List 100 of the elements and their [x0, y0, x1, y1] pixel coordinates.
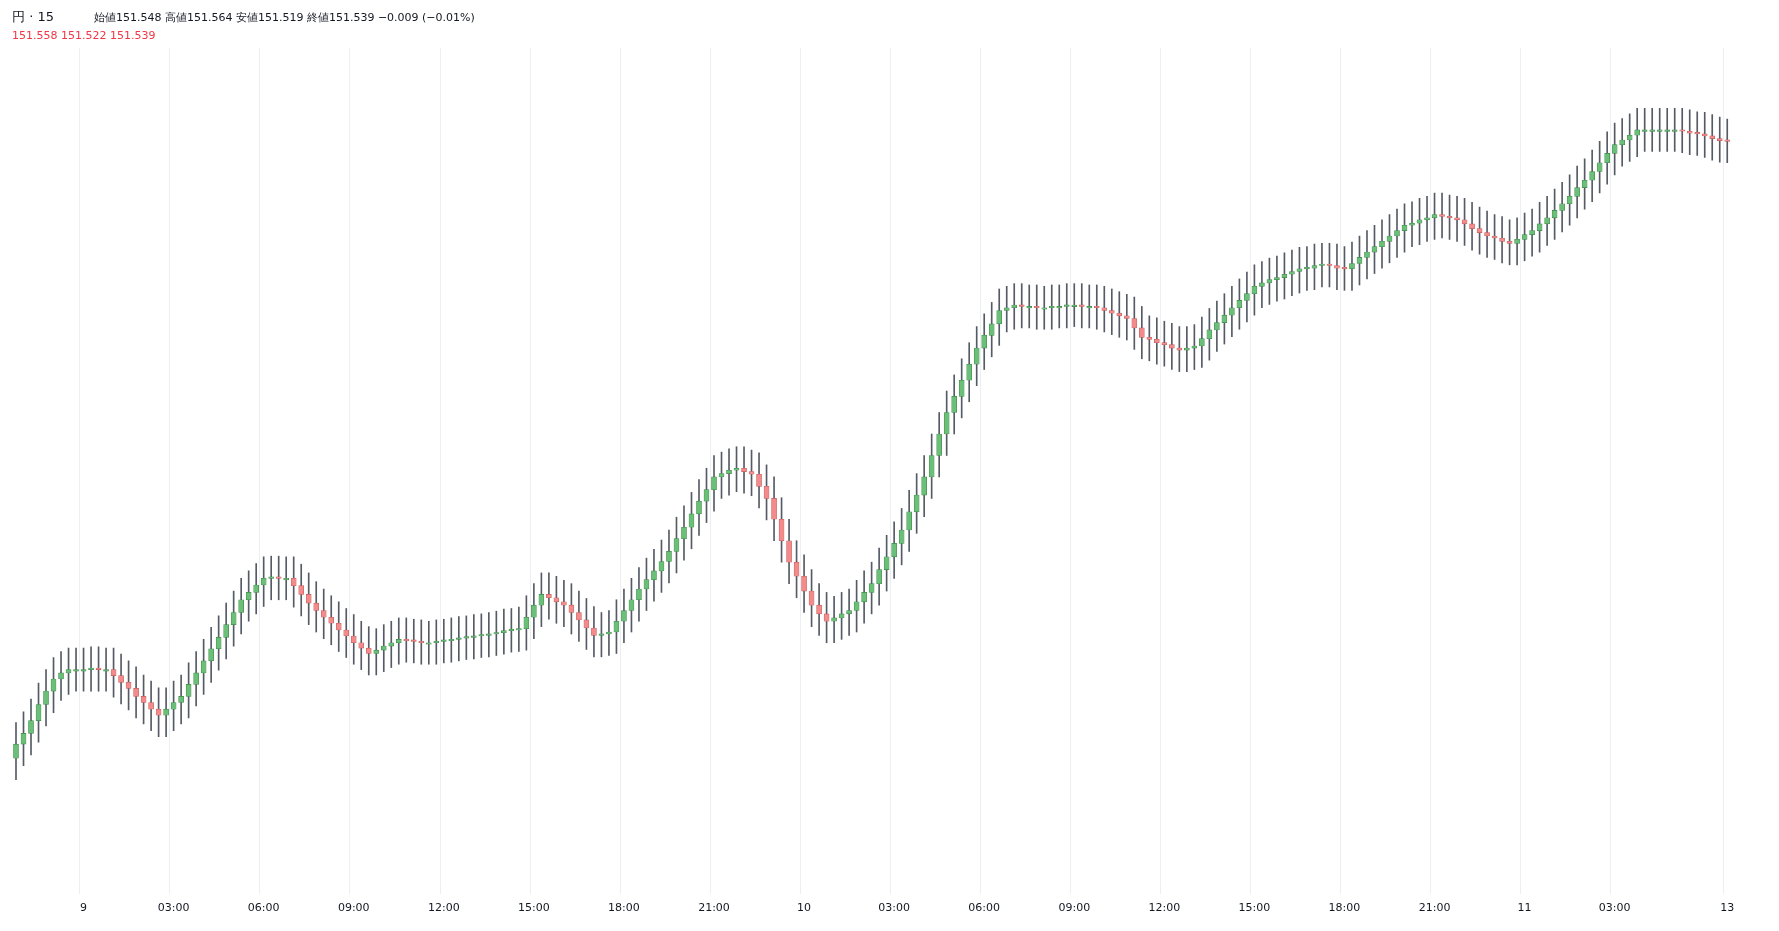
- candlestick: [118, 653, 124, 705]
- candlestick: [861, 570, 867, 624]
- candlestick: [245, 570, 252, 622]
- x-tick-label: 9: [80, 901, 88, 915]
- candlestick: [88, 646, 94, 692]
- candlestick: [253, 563, 260, 615]
- x-tick-label: 10: [797, 901, 812, 915]
- candlestick: [1184, 326, 1190, 372]
- x-tick-label: 21:00: [1418, 901, 1451, 915]
- candlestick: [576, 590, 582, 642]
- x-tick-label: 09:00: [1058, 901, 1091, 915]
- candlestick: [1071, 283, 1078, 327]
- candlestick: [1574, 165, 1580, 219]
- x-tick-label: 06:00: [968, 901, 1001, 915]
- candlestick: [1671, 108, 1678, 152]
- candlestick: [103, 647, 109, 692]
- x-tick-label: 21:00: [698, 901, 730, 915]
- candlestick: [1664, 108, 1671, 152]
- x-tick-label: 03:00: [1598, 901, 1631, 915]
- candlestick: [1102, 285, 1107, 333]
- candlestick: [463, 615, 470, 660]
- candlestick: [343, 608, 350, 658]
- candlestick: [1056, 284, 1063, 329]
- candlestick: [73, 647, 79, 692]
- candlestick: [1439, 192, 1445, 239]
- x-tick-label: 03:00: [157, 901, 190, 915]
- candlestick: [1093, 284, 1100, 330]
- x-tick-label: 13: [1720, 901, 1735, 915]
- x-tick-label: 11: [1517, 901, 1532, 915]
- candlestick: [358, 620, 365, 670]
- candlestick: [1544, 196, 1550, 246]
- candlestick: [1514, 217, 1520, 266]
- candlestick: [1634, 108, 1641, 158]
- candlestick: [696, 479, 702, 536]
- candlestick: [516, 606, 522, 652]
- x-tick-label: 09:00: [337, 901, 370, 915]
- candlestick: [1116, 291, 1123, 338]
- candlestick: [410, 618, 417, 664]
- candlestick: [1003, 285, 1010, 333]
- candlestick: [1454, 196, 1460, 242]
- candlestick: [388, 620, 395, 668]
- x-tick-label: 12:00: [427, 901, 460, 915]
- candlestick: [1724, 118, 1731, 164]
- candlestick: [561, 579, 567, 627]
- candlestick: [1011, 283, 1018, 330]
- candlestick: [1048, 284, 1055, 330]
- candlestick: [425, 620, 432, 665]
- candlestick: [1304, 246, 1310, 291]
- candlestick: [13, 722, 19, 781]
- candlestick: [1033, 284, 1040, 330]
- candlestick: [1086, 284, 1093, 329]
- text: 151.558 151.522 151.539: [12, 28, 156, 42]
- candlestick: [260, 556, 267, 607]
- candlestick: [591, 606, 597, 658]
- x-tick-label: 03:00: [878, 901, 910, 915]
- candlestick: [1042, 285, 1047, 330]
- candlestick: [1018, 283, 1025, 329]
- candlestick: [313, 581, 320, 633]
- candlestick: [1349, 241, 1355, 291]
- candlestick: [58, 651, 64, 701]
- candlestick: [1656, 108, 1663, 152]
- candlestick: [988, 302, 995, 358]
- candlestick: [1679, 108, 1686, 154]
- candlestick: [636, 567, 642, 622]
- candlestick: [1154, 317, 1160, 365]
- candlestick: [1641, 108, 1648, 152]
- candlestick: [1424, 196, 1430, 242]
- candlestick: [1649, 108, 1656, 152]
- candlestick: [208, 626, 214, 683]
- candlestick: [501, 608, 507, 655]
- candlestick: [1529, 208, 1535, 257]
- candlestick: [1694, 111, 1701, 156]
- candlestick: [373, 628, 380, 676]
- candlestick: [471, 614, 477, 660]
- candlestick: [741, 446, 747, 494]
- candlestick: [43, 669, 49, 727]
- chart-title: 円 · 15: [12, 9, 54, 25]
- candlestick: [268, 555, 275, 601]
- candlestick: [1604, 131, 1610, 185]
- candlestick: [440, 618, 447, 664]
- candlestick: [178, 674, 184, 725]
- candlestick: [320, 588, 327, 640]
- candlestick: [1244, 271, 1250, 323]
- candlestick: [455, 616, 462, 662]
- candlestick: [1199, 316, 1205, 368]
- candlestick: [380, 624, 387, 672]
- x-tick-label: 15:00: [1238, 901, 1271, 915]
- candlestick: [1026, 284, 1033, 329]
- candlestick: [546, 572, 552, 620]
- candlestick: [290, 556, 297, 608]
- candlestick: [1259, 261, 1265, 309]
- candlestick: [163, 687, 169, 738]
- candlestick: [283, 556, 290, 601]
- candlestick: [606, 610, 612, 656]
- candlestick: [816, 583, 822, 636]
- candlestick: [846, 588, 852, 636]
- candlestick: [276, 555, 281, 601]
- candlestick: [1701, 112, 1708, 158]
- candlestick: [1626, 113, 1633, 162]
- x-tick-label: 12:00: [1148, 901, 1181, 915]
